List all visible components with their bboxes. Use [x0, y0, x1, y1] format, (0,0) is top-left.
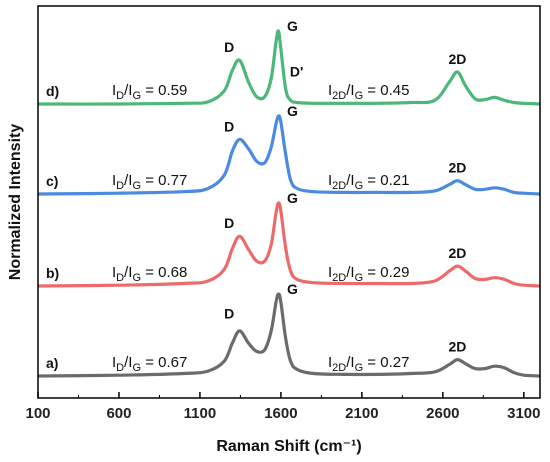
spectrum-line-a	[37, 292, 541, 378]
plot-frame	[37, 5, 541, 399]
panel-label: a)	[46, 355, 58, 371]
peak-label-g: G	[287, 18, 298, 34]
x-tick-label: 600	[106, 405, 131, 422]
x-tick-label: 2100	[345, 405, 378, 422]
y-axis-title: Normalized Intensity	[7, 124, 24, 281]
ratio-i2d-ig: I2D/IG = 0.21	[328, 172, 409, 192]
spectra-traces	[37, 29, 541, 378]
x-tick-label: 1600	[264, 405, 297, 422]
panel-label: c)	[46, 173, 58, 189]
panel-label: d)	[46, 83, 59, 99]
ratio-i2d-ig: I2D/IG = 0.45	[328, 82, 409, 102]
panel-label: b)	[46, 265, 59, 281]
x-axis-title: Raman Shift (cm⁻¹)	[216, 438, 361, 455]
ratio-id-ig: ID/IG = 0.68	[112, 264, 187, 284]
spectrum-line-c	[37, 114, 541, 196]
peak-label-d: D	[224, 306, 234, 322]
peak-label-g: G	[287, 103, 298, 119]
x-tick-label: 3100	[507, 405, 540, 422]
x-tick-label: 100	[25, 405, 50, 422]
annotations: a) ID/IG = 0.67 I2D/IG = 0.27 D G 2D b) ID/IG =…	[46, 18, 466, 374]
ratio-id-ig: ID/IG = 0.77	[112, 172, 187, 192]
spectrum-line-b	[37, 201, 541, 288]
ratio-i2d-ig: I2D/IG = 0.29	[328, 264, 409, 284]
peak-label-2d: 2D	[448, 160, 466, 176]
peak-label-2d: 2D	[448, 51, 466, 67]
peak-label-g: G	[287, 190, 298, 206]
ratio-i2d-ig: I2D/IG = 0.27	[328, 354, 409, 374]
ratio-id-ig: ID/IG = 0.67	[112, 354, 187, 374]
x-tick-label: 2600	[426, 405, 459, 422]
peak-label-d: D	[224, 39, 234, 55]
ratio-id-ig: ID/IG = 0.59	[112, 82, 187, 102]
spectrum-line-d	[37, 29, 541, 106]
x-axis-ticks: 100 600 1100 1600 2100 2600 3100	[25, 392, 540, 422]
peak-label-dprime: D'	[290, 63, 303, 79]
peak-label-d: D	[224, 215, 234, 231]
x-tick-label: 1100	[184, 405, 217, 422]
peak-label-g: G	[287, 281, 298, 297]
peak-label-2d: 2D	[448, 245, 466, 261]
peak-label-2d: 2D	[448, 339, 466, 355]
peak-label-d: D	[224, 118, 234, 134]
